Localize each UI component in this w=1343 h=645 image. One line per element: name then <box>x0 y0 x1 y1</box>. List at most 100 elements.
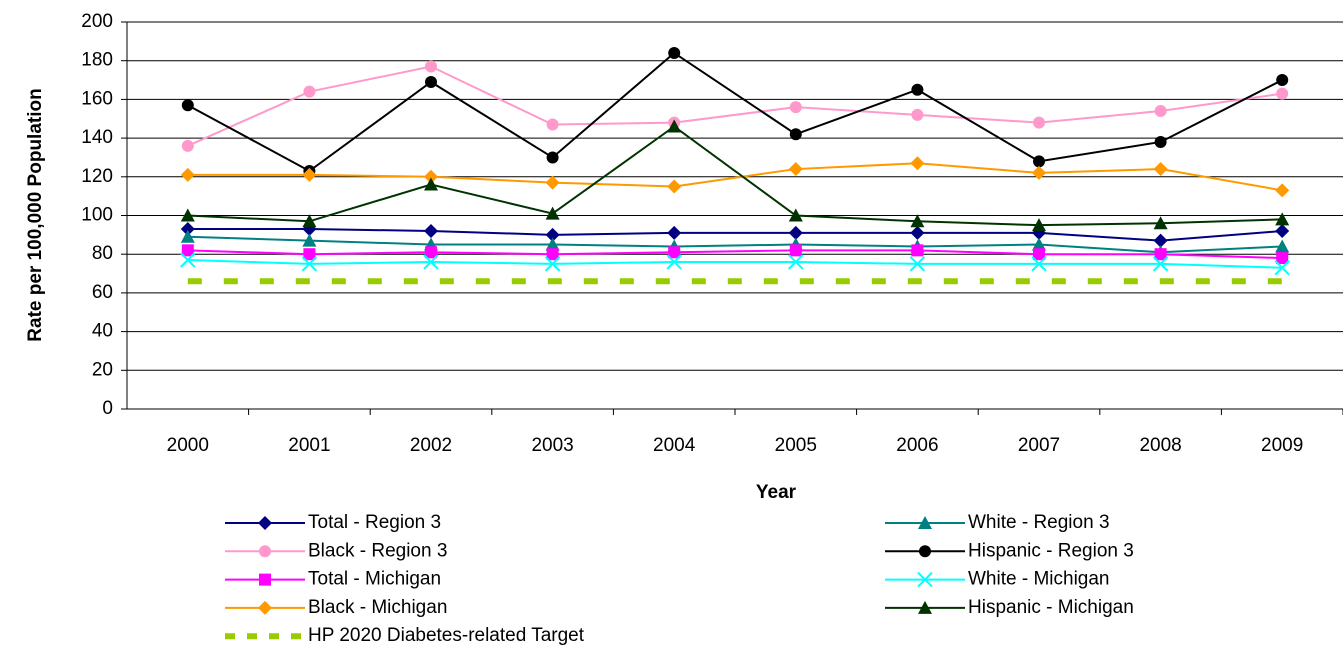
marker <box>302 214 317 228</box>
marker <box>917 571 933 588</box>
marker <box>1033 248 1045 261</box>
y-tick-label: 200 <box>81 11 113 32</box>
y-tick-label: 180 <box>81 50 113 71</box>
marker <box>789 101 802 114</box>
marker <box>181 99 194 112</box>
x-tick-label: 2005 <box>775 435 817 456</box>
y-tick-label: 40 <box>92 321 113 342</box>
marker <box>1031 256 1047 272</box>
y-tick-label: 140 <box>81 127 113 148</box>
marker <box>1032 165 1046 180</box>
marker <box>909 256 926 272</box>
marker <box>911 83 924 96</box>
marker <box>425 246 437 259</box>
series-line <box>187 249 1283 260</box>
series-line <box>187 235 1283 254</box>
marker <box>918 516 932 529</box>
series <box>181 46 1289 177</box>
legend-label: Hispanic - Michigan <box>968 597 1134 618</box>
legend-label: White - Region 3 <box>968 512 1110 533</box>
marker <box>181 139 194 152</box>
marker <box>545 227 560 242</box>
series-line <box>187 162 1283 192</box>
marker <box>1033 155 1045 168</box>
marker <box>424 223 438 238</box>
marker <box>911 108 924 121</box>
x-tick-label: 2000 <box>167 435 209 456</box>
x-tick-label: 2007 <box>1018 435 1060 456</box>
legend-item: Total - Michigan <box>225 569 441 590</box>
legend-item: Hispanic - Region 3 <box>885 540 1134 561</box>
legend-label: White - Michigan <box>968 569 1110 590</box>
series-line <box>187 51 1283 173</box>
y-tick-label: 120 <box>81 166 113 187</box>
marker <box>1154 135 1167 148</box>
marker <box>1275 239 1290 253</box>
legend-item: White - Region 3 <box>885 512 1110 533</box>
y-tick-label: 100 <box>81 205 113 226</box>
marker <box>302 233 317 247</box>
y-tick-label: 160 <box>81 88 113 109</box>
marker <box>425 75 437 88</box>
x-tick-label: 2008 <box>1139 435 1181 456</box>
marker <box>1153 216 1168 230</box>
marker <box>1275 223 1290 238</box>
marker <box>544 256 561 272</box>
marker <box>424 177 438 191</box>
marker <box>668 246 681 259</box>
series-line <box>187 65 1283 147</box>
marker <box>545 206 560 220</box>
marker <box>1274 260 1290 276</box>
x-tick-label: 2004 <box>653 435 696 456</box>
legend-label: Hispanic - Region 3 <box>968 540 1134 561</box>
x-tick-label: 2003 <box>531 435 573 456</box>
marker <box>180 222 195 237</box>
marker <box>259 573 271 586</box>
marker <box>546 118 559 131</box>
marker <box>1154 248 1167 261</box>
legend-item: Hispanic - Michigan <box>885 597 1134 618</box>
marker <box>258 600 272 615</box>
marker <box>180 167 195 182</box>
marker <box>1152 256 1169 272</box>
legend-item: Black - Michigan <box>225 597 447 618</box>
marker <box>910 214 925 228</box>
legend-item: Black - Region 3 <box>225 540 447 561</box>
legend-item: Total - Region 3 <box>225 512 441 533</box>
marker <box>303 85 316 98</box>
marker <box>546 248 559 261</box>
marker <box>1154 105 1167 118</box>
marker <box>303 248 316 261</box>
marker <box>667 179 682 194</box>
series <box>180 252 1290 276</box>
legend-label: HP 2020 Diabetes-related Target <box>308 625 585 645</box>
x-tick-label: 2006 <box>896 435 938 456</box>
marker <box>301 256 318 272</box>
series-line <box>187 228 1283 242</box>
x-tick-label: 2009 <box>1261 435 1303 456</box>
series <box>180 119 1290 232</box>
marker <box>545 237 560 251</box>
marker <box>423 254 439 270</box>
marker <box>788 208 803 222</box>
marker <box>259 545 271 558</box>
y-tick-label: 80 <box>92 243 113 264</box>
marker <box>424 169 438 184</box>
x-tick-label: 2002 <box>410 435 452 456</box>
x-tick-label: 2001 <box>288 435 330 456</box>
marker <box>788 162 803 177</box>
marker <box>667 119 682 133</box>
series <box>180 156 1290 198</box>
marker <box>1275 212 1290 226</box>
marker <box>910 156 925 171</box>
marker <box>910 225 925 240</box>
legend-label: Black - Region 3 <box>308 540 447 561</box>
series <box>181 244 1289 265</box>
series-line <box>187 125 1283 227</box>
series-line <box>187 259 1283 269</box>
marker <box>1276 252 1289 265</box>
marker <box>1033 116 1045 129</box>
y-tick-label: 20 <box>92 359 113 380</box>
series <box>180 222 1290 248</box>
